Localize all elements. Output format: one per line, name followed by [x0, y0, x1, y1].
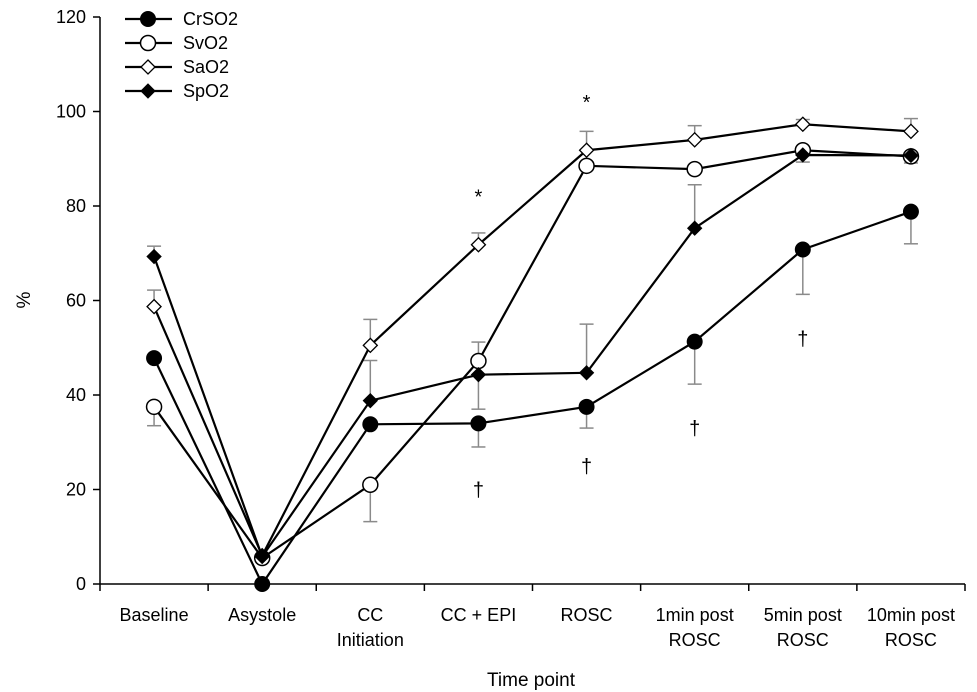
- marker-crso2: [470, 415, 487, 432]
- y-tick-label: 20: [66, 480, 86, 500]
- significance-mark: *: [583, 92, 591, 114]
- marker-sao2: [578, 142, 595, 159]
- x-tick-label: Baseline: [120, 605, 189, 625]
- legend-label: SpO2: [183, 81, 229, 101]
- error-bars: [147, 117, 918, 523]
- series-line-crso2: [153, 210, 912, 587]
- marker-crso2: [902, 203, 919, 220]
- significance-mark: †: [689, 418, 700, 440]
- series-lines: [153, 123, 912, 587]
- significance-mark: *: [475, 187, 483, 209]
- y-tick-label: 100: [56, 102, 86, 122]
- y-tick-label: 120: [56, 7, 86, 27]
- legend: CrSO2 SvO2 SaO2 SpO2: [125, 9, 238, 101]
- marker-spo2: [470, 366, 487, 383]
- legend-marker: [139, 34, 157, 52]
- x-tick-label-line: Asystole: [228, 605, 296, 625]
- marker-sao2: [903, 123, 919, 140]
- y-axis-title: %: [14, 291, 35, 308]
- x-tick-label: ROSC: [561, 605, 613, 625]
- marker-spo2: [686, 220, 703, 236]
- marker-sao2: [686, 131, 703, 148]
- x-tick-label-line: CC + EPI: [441, 605, 517, 625]
- x-tick-label: 10min post ROSC: [867, 605, 955, 650]
- marker-spo2: [254, 548, 270, 565]
- marker-crso2: [254, 576, 271, 592]
- series-line-spo2: [153, 153, 911, 559]
- marker-crso2: [362, 416, 379, 433]
- y-tick-label: 0: [76, 574, 86, 594]
- marker-crso2: [686, 333, 703, 350]
- series-line-sao2: [153, 123, 912, 559]
- marker-crso2: [578, 398, 595, 415]
- marker-svo2: [362, 476, 379, 494]
- x-tick-label-line: 10min post: [867, 605, 955, 625]
- marker-svo2: [578, 157, 595, 175]
- marker-spo2: [362, 392, 379, 409]
- marker-svo2: [686, 160, 703, 178]
- x-tick-label: 1min post ROSC: [656, 605, 734, 650]
- y-tick-label: 40: [66, 385, 86, 405]
- significance-mark: †: [797, 328, 808, 350]
- legend-label: SvO2: [183, 33, 228, 53]
- x-tick-label-line: ROSC: [669, 630, 721, 650]
- marker-sao2: [794, 116, 811, 133]
- x-tick-label-line: CC: [357, 605, 383, 625]
- legend-marker: [140, 83, 156, 99]
- legend-label: SaO2: [183, 57, 229, 77]
- y-tick-labels: 0 20 40 60 80 100 120: [56, 7, 86, 594]
- marker-spo2: [146, 248, 162, 265]
- marker-spo2: [578, 365, 595, 381]
- x-tick-label: 5min post ROSC: [764, 605, 842, 650]
- marker-sao2: [146, 298, 162, 315]
- x-tick-label-line: ROSC: [777, 630, 829, 650]
- x-tick-labels: Baseline Asystole CC Initiation CC + EPI ROSC…: [120, 605, 955, 650]
- x-tick-label-line: ROSC: [561, 605, 613, 625]
- marker-crso2: [146, 350, 163, 367]
- legend-label: CrSO2: [183, 9, 238, 29]
- series-markers: [145, 116, 920, 592]
- marker-spo2: [795, 147, 811, 163]
- significance-mark: †: [581, 456, 592, 478]
- x-tick-label-line: Baseline: [120, 605, 189, 625]
- x-axis-title: Time point: [487, 670, 576, 691]
- x-tick-label-line: 5min post: [764, 605, 842, 625]
- x-tick-label: CC + EPI: [441, 605, 517, 625]
- legend-marker: [140, 11, 156, 27]
- y-tick-label: 80: [66, 196, 86, 216]
- marker-sao2: [362, 337, 379, 354]
- annotations: * * † † † †: [473, 92, 809, 501]
- marker-svo2: [145, 398, 163, 416]
- x-tick-label-line: 1min post: [656, 605, 734, 625]
- significance-mark: †: [473, 480, 484, 502]
- x-tick-label-line: Initiation: [337, 630, 404, 650]
- series-line-svo2: [153, 149, 911, 560]
- chart-axes: [93, 16, 966, 591]
- x-tick-label: CC Initiation: [337, 605, 404, 650]
- x-tick-label: Asystole: [228, 605, 296, 625]
- marker-sao2: [470, 236, 487, 253]
- marker-crso2: [794, 241, 811, 258]
- y-tick-label: 60: [66, 291, 86, 311]
- legend-marker: [140, 59, 156, 75]
- marker-svo2: [470, 352, 487, 370]
- marker-spo2: [903, 147, 919, 164]
- x-tick-label-line: ROSC: [885, 630, 937, 650]
